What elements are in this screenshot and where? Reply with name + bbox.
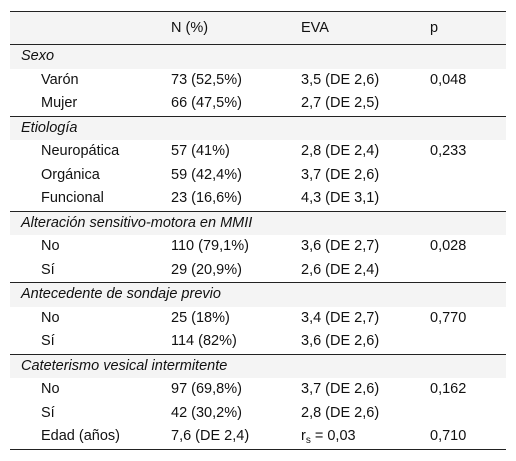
row-label: Sí — [41, 261, 55, 278]
row-eva: 2,6 (DE 2,4) — [301, 261, 380, 278]
row-p: 0,770 — [430, 309, 467, 326]
row-eva: 2,8 (DE 2,6) — [301, 404, 380, 421]
section-title: Antecedente de sondaje previo — [21, 286, 221, 302]
row-p: 0,162 — [430, 381, 467, 397]
row-n: 25 (18%) — [171, 309, 230, 326]
table-row: No 97 (69,8%) 3,7 (DE 2,6) 0,162 — [10, 378, 506, 402]
row-p: 0,048 — [430, 71, 467, 88]
row-eva: 3,6 (DE 2,7) — [301, 238, 380, 254]
table-row: Sí 114 (82%) 3,6 (DE 2,6) — [10, 330, 506, 354]
table-row: Sí 42 (30,2%) 2,8 (DE 2,6) — [10, 402, 506, 426]
row-label: No — [41, 381, 60, 397]
table-row: No 25 (18%) 3,4 (DE 2,7) 0,770 — [10, 307, 506, 331]
results-table: N (%) EVA p Sexo Varón 73 (52,5%) 3,5 (D… — [10, 11, 506, 450]
row-label: Neuropática — [41, 143, 120, 159]
table-row: Funcional 23 (16,6%) 4,3 (DE 3,1) — [10, 187, 506, 211]
table-row: Sí 29 (20,9%) 2,6 (DE 2,4) — [10, 259, 506, 283]
row-eva: 3,7 (DE 2,6) — [301, 381, 380, 397]
section-title-sexo: Sexo — [10, 45, 506, 69]
row-eva: 3,4 (DE 2,7) — [301, 309, 380, 326]
rs-value: = 0,03 — [310, 428, 356, 444]
row-n: 23 (16,6%) — [171, 190, 242, 206]
row-n: 73 (52,5%) — [171, 71, 242, 88]
section-title-alteracion: Alteración sensitivo-motora en MMII — [10, 210, 506, 235]
header-eva: EVA — [301, 20, 329, 36]
section-title: Cateterismo vesical intermitente — [21, 357, 228, 374]
row-n: 114 (82%) — [171, 333, 237, 349]
row-p: 0,028 — [430, 238, 467, 254]
row-eva: 2,7 (DE 2,5) — [301, 95, 380, 111]
row-n: 59 (42,4%) — [171, 166, 242, 183]
section-title-sondaje: Antecedente de sondaje previo — [10, 282, 506, 307]
row-n: 29 (20,9%) — [171, 261, 242, 278]
section-title-etiologia: Etiología — [10, 115, 506, 140]
section-title: Sexo — [21, 48, 55, 64]
row-label: Varón — [41, 71, 79, 88]
table-header-row: N (%) EVA p — [10, 12, 506, 45]
table-row: No 110 (79,1%) 3,6 (DE 2,7) 0,028 — [10, 235, 506, 259]
table-row: Neuropática 57 (41%) 2,8 (DE 2,4) 0,233 — [10, 140, 506, 164]
row-label: Orgánica — [41, 166, 100, 183]
table-row: Orgánica 59 (42,4%) 3,7 (DE 2,6) — [10, 164, 506, 188]
row-n: 57 (41%) — [171, 143, 230, 159]
row-n: 97 (69,8%) — [171, 381, 242, 397]
row-label: Funcional — [41, 190, 104, 206]
section-title: Etiología — [21, 119, 78, 136]
row-n: 110 (79,1%) — [171, 238, 249, 254]
row-label: Sí — [41, 404, 55, 421]
row-label: Mujer — [41, 95, 78, 111]
section-title-cateterismo: Cateterismo vesical intermitente — [10, 353, 506, 378]
row-p: 0,710 — [430, 428, 467, 444]
row-n: 66 (47,5%) — [171, 95, 242, 111]
row-eva-rs: rs = 0,03 — [301, 425, 356, 453]
row-eva: 4,3 (DE 3,1) — [301, 190, 380, 206]
table-row: Edad (años) 7,6 (DE 2,4) rs = 0,03 0,710 — [10, 425, 506, 449]
row-p: 0,233 — [430, 143, 467, 159]
row-eva: 3,5 (DE 2,6) — [301, 71, 380, 88]
row-label: Edad (años) — [41, 428, 120, 444]
row-eva: 3,7 (DE 2,6) — [301, 166, 380, 183]
table-row: Varón 73 (52,5%) 3,5 (DE 2,6) 0,048 — [10, 69, 506, 93]
row-eva: 2,8 (DE 2,4) — [301, 143, 380, 159]
row-eva: 3,6 (DE 2,6) — [301, 333, 380, 349]
rs-symbol: r — [301, 428, 306, 444]
row-label: No — [41, 309, 60, 326]
rs-subscript: s — [305, 435, 311, 446]
header-n-percent: N (%) — [171, 20, 209, 36]
row-label: Sí — [41, 333, 55, 349]
header-p: p — [430, 20, 439, 36]
table-row: Mujer 66 (47,5%) 2,7 (DE 2,5) — [10, 92, 506, 116]
row-label: No — [41, 238, 60, 254]
row-n: 7,6 (DE 2,4) — [171, 428, 250, 444]
section-title: Alteración sensitivo-motora en MMII — [21, 214, 253, 231]
row-n: 42 (30,2%) — [171, 404, 242, 421]
